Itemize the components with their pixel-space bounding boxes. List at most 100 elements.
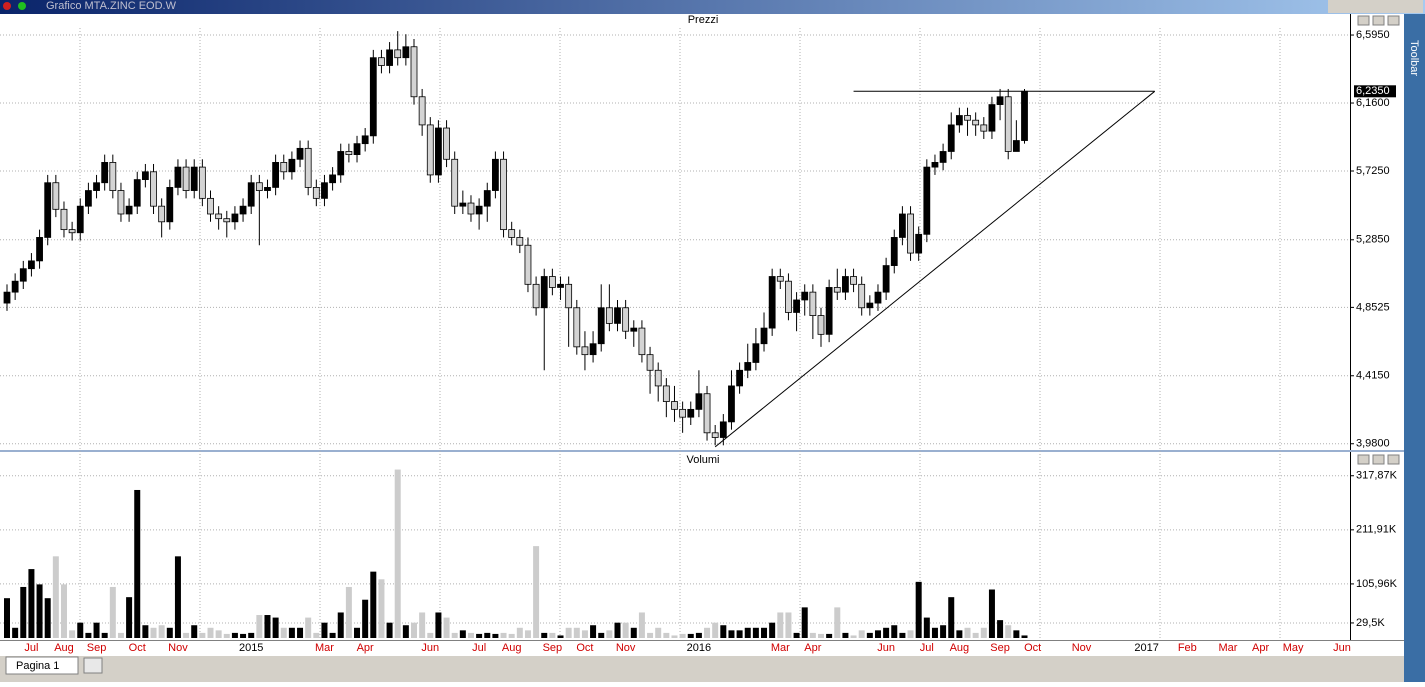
- page-tab-label[interactable]: Pagina 1: [16, 660, 59, 672]
- x-tick-label: Apr: [1252, 642, 1269, 654]
- volume-bar: [638, 612, 645, 638]
- panel-separator: [0, 450, 1404, 452]
- x-tick-label: Oct: [1024, 642, 1041, 654]
- candle-body: [581, 346, 589, 356]
- volume-bar: [386, 622, 393, 638]
- candle-body: [369, 57, 377, 137]
- panel-title: Volumi: [686, 454, 719, 466]
- x-tick-label: Apr: [804, 642, 821, 654]
- candle-body: [516, 237, 524, 246]
- candle-body: [882, 265, 890, 293]
- volume-bar: [728, 630, 735, 638]
- volume-bar: [590, 625, 597, 638]
- volume-bar: [427, 632, 434, 638]
- volume-bar: [223, 633, 230, 638]
- candle-body: [964, 115, 971, 121]
- candle-body: [459, 202, 467, 207]
- window-icon[interactable]: [3, 2, 11, 10]
- volume-bar: [60, 584, 67, 638]
- volume-bar: [622, 622, 629, 638]
- volume-bar: [264, 615, 271, 638]
- candle-body: [947, 124, 955, 152]
- candle-body: [223, 218, 231, 223]
- x-tick-label: Mar: [771, 642, 790, 654]
- toolbar-strip[interactable]: [1404, 14, 1425, 682]
- candle-body: [272, 162, 280, 188]
- x-tick-label: Sep: [87, 642, 107, 654]
- candle-body: [353, 143, 361, 155]
- x-tick-label: Feb: [1178, 642, 1197, 654]
- x-tick-label: Apr: [357, 642, 374, 654]
- candle-body: [3, 291, 11, 304]
- page-tab[interactable]: [5, 656, 79, 675]
- candle-body: [36, 237, 43, 262]
- volume-bar: [671, 635, 678, 638]
- volume-bar: [378, 579, 385, 638]
- volume-bar: [1005, 625, 1012, 638]
- x-tick-label: Aug: [950, 642, 970, 654]
- volume-bar: [834, 607, 841, 638]
- volume-bar: [850, 635, 857, 638]
- volume-bar: [476, 633, 483, 638]
- candle-body: [744, 362, 752, 371]
- volume-bar: [215, 630, 222, 638]
- panel-buttons[interactable]: [1357, 15, 1400, 465]
- volume-bar: [394, 469, 401, 638]
- y-tick-label: 5,7250: [1356, 165, 1390, 177]
- y-tick-label: 211,91K: [1356, 524, 1397, 536]
- candle-body: [19, 268, 27, 282]
- candle-body: [312, 187, 320, 199]
- candle-body: [296, 147, 304, 160]
- candle-body: [475, 205, 483, 215]
- volume-bar: [598, 632, 605, 638]
- volume-bar: [524, 630, 531, 638]
- volume-bar: [752, 627, 759, 638]
- volume-bar: [736, 630, 743, 638]
- volume-bar: [549, 632, 556, 638]
- volume-bar: [663, 632, 670, 638]
- volume-bar: [655, 627, 662, 638]
- add-tab[interactable]: [83, 657, 103, 674]
- candle-body: [378, 57, 385, 66]
- y-tick-label: 6,1600: [1356, 97, 1390, 109]
- volume-bar: [777, 612, 784, 638]
- volume-bar: [516, 627, 523, 638]
- y-tick-label: 3,9800: [1356, 438, 1390, 450]
- volume-bar: [565, 627, 572, 638]
- candle-body: [1021, 90, 1028, 141]
- volume-bar: [69, 630, 76, 638]
- volume-bar: [280, 627, 287, 638]
- candle-body: [426, 124, 434, 176]
- candle-body: [955, 115, 963, 126]
- y-tick-label: 5,2850: [1356, 234, 1390, 246]
- x-axis-line: [0, 640, 1404, 641]
- window-icon[interactable]: [18, 2, 26, 10]
- volume-bar: [874, 630, 881, 638]
- window-buttons[interactable]: [1328, 0, 1423, 13]
- candle-body: [736, 369, 743, 387]
- x-tick-label: Oct: [129, 642, 146, 654]
- vertical-grid: [79, 28, 1281, 640]
- window-title: Grafico MTA.ZINC EOD.W: [46, 0, 177, 12]
- x-tick-label: Oct: [576, 642, 593, 654]
- x-tick-label: Jul: [472, 642, 486, 654]
- volume-bar: [459, 630, 466, 638]
- candle-body: [44, 182, 52, 238]
- y-tick-label: 317,87K: [1356, 470, 1398, 482]
- candle-body: [654, 369, 662, 387]
- candle-body: [630, 327, 638, 332]
- volume-bar: [923, 617, 930, 638]
- candle-body: [288, 158, 296, 173]
- candle-body: [524, 244, 532, 285]
- candle-body: [793, 299, 800, 313]
- candle-body: [589, 343, 597, 356]
- volume-bar: [533, 546, 540, 638]
- candle-body: [508, 229, 516, 238]
- volume-bar: [557, 635, 564, 638]
- candle-body: [890, 237, 898, 266]
- candle-body: [703, 393, 711, 434]
- y-tick-label: 4,4150: [1356, 370, 1390, 382]
- candle-body: [264, 187, 271, 191]
- toolbar-label[interactable]: Toolbar: [1408, 40, 1420, 76]
